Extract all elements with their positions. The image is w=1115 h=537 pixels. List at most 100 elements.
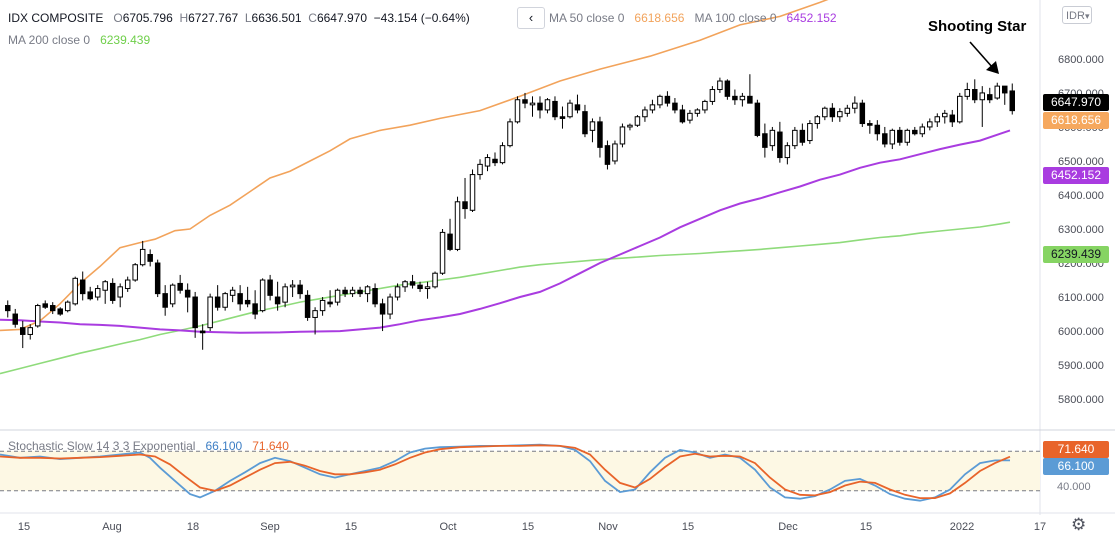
ma50-value: 6618.656 [634, 11, 685, 25]
high-value: 6727.767 [188, 11, 239, 25]
candle [229, 289, 236, 296]
candle [199, 330, 206, 334]
ma100-line [0, 129, 1011, 334]
candle [154, 262, 161, 295]
currency-selector[interactable]: IDR▾ [1062, 6, 1092, 24]
candle [574, 104, 581, 111]
y-tick-label: 6400.000 [1058, 190, 1104, 202]
candle [567, 102, 573, 118]
stoch-label: Stochastic Slow 14 3 3 Exponential [8, 439, 196, 453]
candle [972, 89, 978, 101]
candle [859, 102, 866, 125]
candle [979, 92, 986, 101]
ma200-legend: MA 200 close 0 6239.439 [8, 32, 150, 48]
candle [1009, 90, 1016, 112]
candle [597, 121, 603, 148]
x-tick-label: 15 [18, 521, 30, 533]
candle [349, 289, 356, 295]
candle [919, 126, 926, 135]
stoch-d-line [0, 444, 1011, 499]
currency-label: IDR [1066, 10, 1085, 22]
stoch-k-value: 66.100 [205, 439, 243, 453]
candle [34, 305, 41, 327]
gear-icon[interactable]: ⚙ [1071, 515, 1087, 534]
candle [304, 294, 311, 318]
candle [12, 313, 18, 325]
candle [912, 129, 918, 135]
y-tick-label: 6800.000 [1058, 54, 1104, 66]
candle [57, 308, 63, 315]
candle [274, 296, 281, 305]
candle [837, 111, 843, 118]
candle [582, 111, 588, 135]
candle [379, 303, 386, 315]
candle [904, 129, 911, 143]
close-value: 6647.970 [316, 11, 367, 25]
x-tick-label: 2022 [950, 521, 974, 533]
x-tick-label: Aug [102, 521, 122, 533]
x-tick-label: Sep [260, 521, 280, 533]
candle [732, 95, 738, 101]
close-price-tag: 6647.970 [1043, 94, 1109, 111]
candle [439, 231, 446, 274]
candle [627, 124, 633, 128]
candle [694, 109, 701, 114]
candle [672, 102, 678, 111]
candle [994, 85, 1001, 99]
candle [484, 157, 491, 167]
symbol-name: IDX COMPOSITE [8, 11, 104, 25]
candle [807, 123, 813, 142]
stoch-legend: Stochastic Slow 14 3 3 Exponential 66.10… [8, 438, 289, 454]
candle [544, 99, 551, 111]
candle [132, 264, 138, 281]
candle [282, 286, 288, 303]
candle [529, 102, 536, 106]
candle [619, 126, 626, 145]
candle [747, 95, 753, 104]
low-value: 6636.501 [251, 11, 302, 25]
candle [867, 123, 873, 126]
candle [822, 107, 828, 118]
candle [559, 116, 566, 119]
candle [942, 112, 948, 118]
x-tick-label: 15 [522, 521, 534, 533]
candle [552, 100, 558, 118]
collapse-legend-button[interactable]: ‹ [517, 7, 545, 29]
candle [79, 279, 86, 295]
x-tick-label: Dec [778, 521, 798, 533]
candle [784, 145, 791, 159]
annotation-arrow-line [969, 41, 994, 69]
candle [147, 254, 153, 262]
candle [222, 293, 228, 308]
candle [657, 95, 663, 106]
candle [522, 99, 528, 104]
candle [177, 282, 183, 291]
shooting-star-annotation: Shooting Star [928, 18, 1027, 35]
candle [42, 303, 48, 308]
candle [357, 289, 363, 295]
candle [687, 112, 693, 121]
candle [874, 124, 881, 135]
candle [72, 277, 78, 305]
candle [402, 281, 408, 288]
candle [462, 201, 468, 210]
candle [319, 299, 326, 312]
stoch-band [0, 451, 1040, 491]
y-tick-label: 6300.000 [1058, 224, 1104, 236]
candle [334, 289, 341, 303]
y-tick-label: 6500.000 [1058, 156, 1104, 168]
change-value: −43.154 (−0.64%) [373, 11, 470, 25]
x-tick-label: Oct [439, 521, 456, 533]
candle [252, 303, 258, 315]
candle [4, 305, 11, 312]
candle [417, 284, 423, 290]
stoch-d-tag: 71.640 [1043, 441, 1109, 458]
candle [987, 94, 993, 101]
candle [717, 80, 723, 91]
candle [64, 301, 71, 312]
candle [964, 89, 971, 97]
candle [244, 299, 251, 305]
ohlc-legend: IDX COMPOSITE O6705.796 H6727.767 L6636.… [8, 11, 470, 25]
x-tick-label: Nov [598, 521, 618, 533]
